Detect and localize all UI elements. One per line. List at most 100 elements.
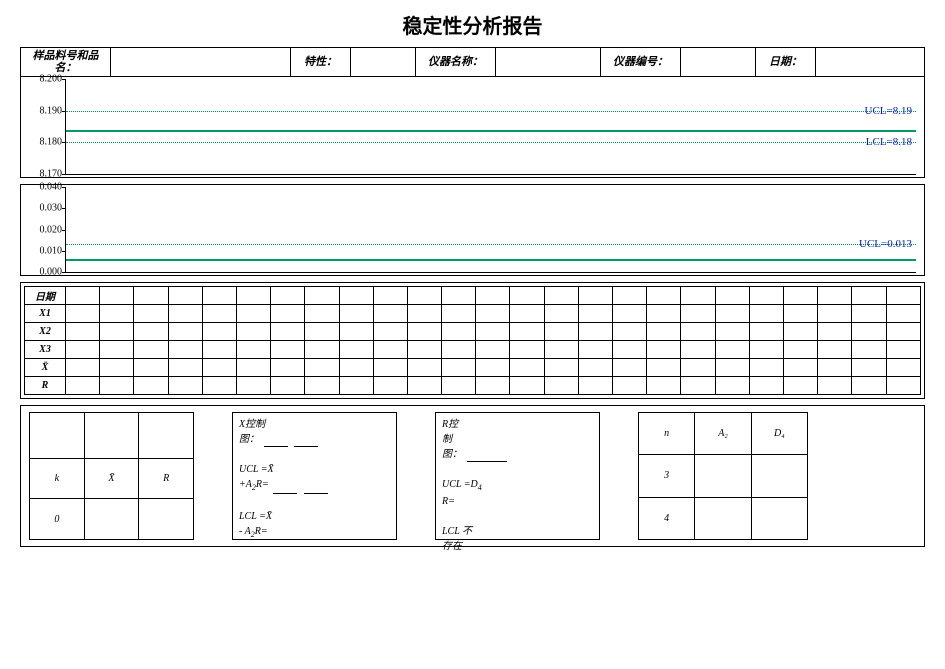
grid-cell (647, 359, 681, 377)
grid-cell (578, 323, 612, 341)
summary-v1 (84, 499, 139, 540)
summary-k: k (30, 458, 85, 499)
grid-cell (544, 287, 578, 305)
header-date-label: 日期： (756, 48, 816, 76)
ytick-label: 8.190 (24, 105, 62, 116)
grid-cell (339, 377, 373, 395)
grid-cell (407, 341, 441, 359)
grid-cell (886, 323, 921, 341)
summary-table: k X̄ R 0 (29, 412, 194, 540)
grid-cell (578, 341, 612, 359)
grid-cell (510, 341, 544, 359)
xbar-chart-panel: 8.2008.1908.1808.170UCL=8.19LCL=8.18 (20, 77, 925, 178)
grid-cell (100, 305, 134, 323)
grid-cell (168, 341, 202, 359)
header-instr-name-value (496, 48, 601, 76)
grid-cell (886, 341, 921, 359)
sub4: 4 (478, 483, 482, 492)
grid-cell (134, 323, 168, 341)
r-control-formula: R控 制 图： UCL =D4 R= LCL 不 存在 (435, 412, 600, 540)
grid-cell (168, 305, 202, 323)
grid-cell (202, 305, 236, 323)
grid-cell (271, 305, 305, 323)
grid-cell (510, 305, 544, 323)
grid-cell (749, 305, 783, 323)
ytick-label: 0.010 (24, 245, 62, 256)
grid-cell (783, 305, 817, 323)
grid-cell (647, 341, 681, 359)
const-r2-2 (751, 497, 807, 539)
grid-cell (544, 377, 578, 395)
r-ucl-b: R= (442, 496, 455, 507)
header-char-label: 特性： (291, 48, 351, 76)
summary-v2 (139, 499, 194, 540)
header-instr-id-value (681, 48, 756, 76)
underline (294, 446, 318, 447)
grid-cell (100, 323, 134, 341)
summary-r: R (139, 458, 194, 499)
const-r1-2 (751, 455, 807, 497)
grid-cell (305, 359, 339, 377)
grid-cell (100, 377, 134, 395)
grid-cell (373, 305, 407, 323)
summary-h0 (30, 413, 85, 459)
report-page: 稳定性分析报告 样品料号和品 名： 特性： 仪器名称： 仪器编号： 日期： 8.… (0, 0, 945, 669)
grid-cell (578, 305, 612, 323)
grid-row-label: X3 (25, 341, 66, 359)
grid-cell (202, 341, 236, 359)
x-ucl-c: R= (256, 479, 269, 490)
grid-cell (66, 287, 100, 305)
grid-cell (613, 323, 647, 341)
grid-cell (818, 359, 852, 377)
grid-cell (236, 287, 270, 305)
center-line (66, 130, 916, 132)
grid-cell (305, 341, 339, 359)
grid-cell (749, 323, 783, 341)
grid-cell (305, 287, 339, 305)
grid-cell (818, 323, 852, 341)
grid-cell (66, 359, 100, 377)
r-title1: R控 (442, 419, 458, 430)
grid-cell (66, 341, 100, 359)
underline (467, 461, 507, 462)
grid-cell (134, 341, 168, 359)
grid-cell (715, 305, 749, 323)
x-lcl-c: R= (255, 526, 268, 537)
r-title2: 制 (442, 434, 452, 445)
grid-cell (852, 341, 886, 359)
r-lcl-b: 存在 (442, 541, 462, 552)
grid-cell (373, 377, 407, 395)
grid-cell (202, 287, 236, 305)
grid-cell (100, 359, 134, 377)
grid-cell (134, 287, 168, 305)
grid-cell (681, 359, 715, 377)
grid-cell (373, 323, 407, 341)
grid-row-label: R (25, 377, 66, 395)
grid-cell (236, 341, 270, 359)
grid-cell (236, 323, 270, 341)
grid-cell (783, 377, 817, 395)
grid-cell (339, 323, 373, 341)
grid-cell (236, 377, 270, 395)
grid-cell (373, 341, 407, 359)
grid-cell (715, 323, 749, 341)
grid-cell (168, 287, 202, 305)
grid-cell (886, 359, 921, 377)
grid-cell (818, 341, 852, 359)
grid-cell (647, 377, 681, 395)
grid-cell (578, 287, 612, 305)
grid-row-label: X2 (25, 323, 66, 341)
summary-h1 (84, 413, 139, 459)
header-sample-label: 样品料号和品 名： (21, 48, 111, 76)
grid-cell (271, 323, 305, 341)
ytick-label: 8.170 (24, 169, 62, 180)
grid-cell (442, 323, 476, 341)
grid-cell (476, 305, 510, 323)
grid-cell (442, 287, 476, 305)
header-sample-value (111, 48, 291, 76)
const-h-n: n (639, 413, 695, 455)
grid-cell (783, 323, 817, 341)
grid-cell (783, 341, 817, 359)
grid-cell (681, 341, 715, 359)
grid-cell (613, 287, 647, 305)
